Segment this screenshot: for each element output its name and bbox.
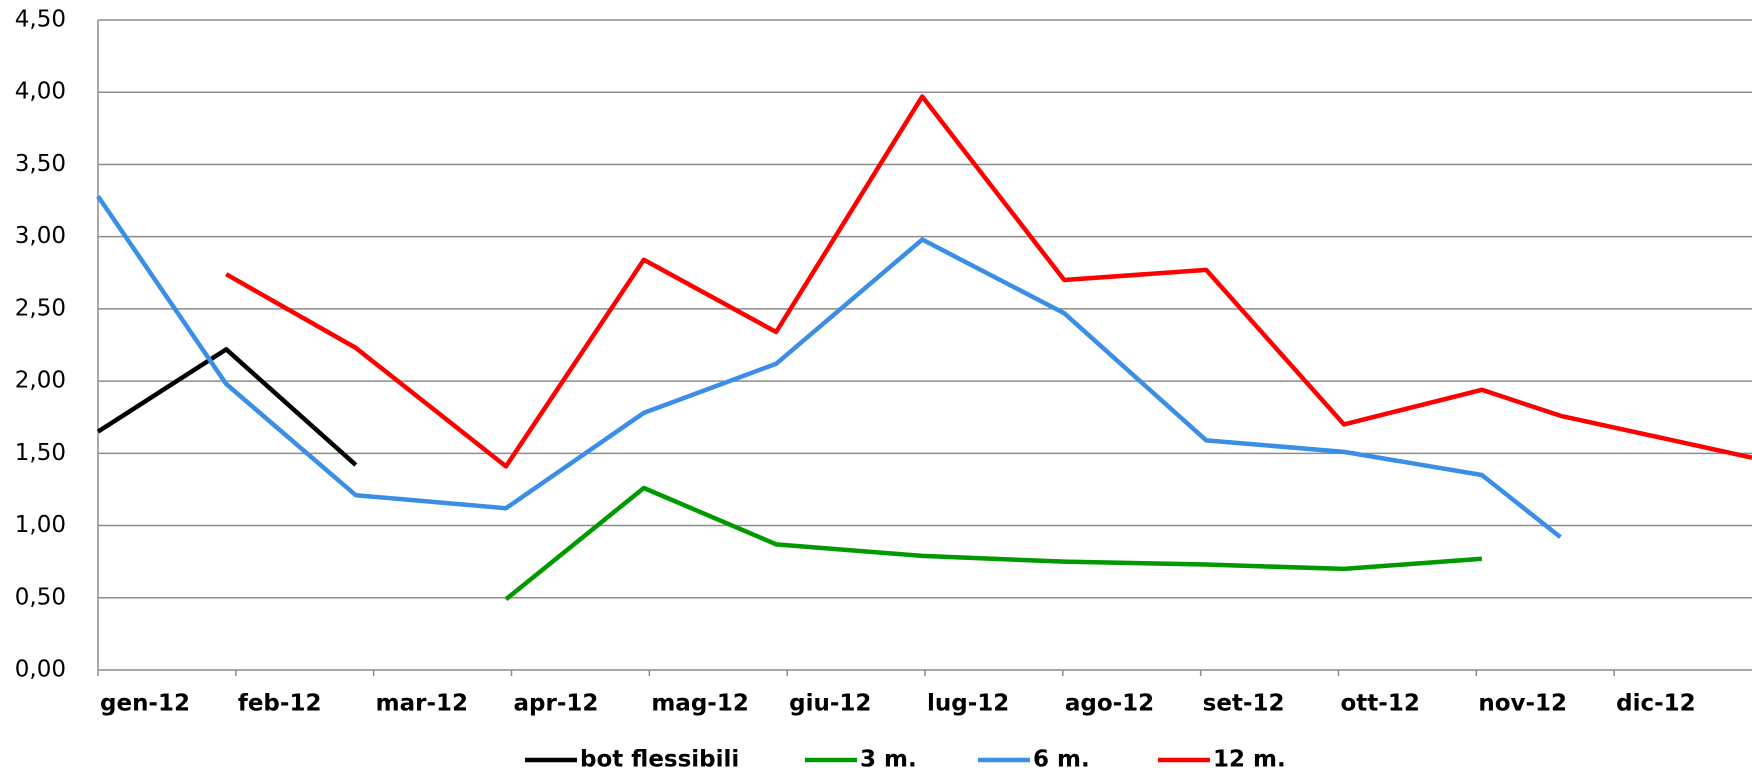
y-tick-label: 1,00 xyxy=(15,512,66,538)
y-tick-label: 2,50 xyxy=(15,295,66,321)
series-line xyxy=(225,94,1752,469)
y-tick-label: 3,00 xyxy=(15,223,66,249)
x-tick-label: gen-12 xyxy=(100,691,190,717)
y-tick-label: 1,50 xyxy=(15,440,66,466)
legend-label: bot flessibili xyxy=(580,747,739,773)
y-tick-label: 0,00 xyxy=(15,657,66,683)
x-tick-label: apr-12 xyxy=(514,691,599,717)
x-tick-label: nov-12 xyxy=(1478,691,1567,717)
x-tick-label: set-12 xyxy=(1203,691,1285,717)
series-line xyxy=(96,194,1562,539)
x-tick-label: mar-12 xyxy=(376,691,468,717)
x-tick-label: mag-12 xyxy=(651,691,749,717)
x-tick-label: lug-12 xyxy=(927,691,1009,717)
x-tick-label: ott-12 xyxy=(1341,691,1420,717)
y-tick-label: 4,50 xyxy=(15,7,66,33)
series-line xyxy=(96,347,358,467)
y-tick-label: 4,00 xyxy=(15,79,66,105)
y-tick-label: 2,00 xyxy=(15,368,66,394)
x-tick-label: feb-12 xyxy=(238,691,322,717)
x-tick-label: ago-12 xyxy=(1065,691,1154,717)
series-line xyxy=(504,485,1483,601)
x-tick-label: dic-12 xyxy=(1616,691,1696,717)
legend-label: 3 m. xyxy=(860,747,917,773)
legend-label: 6 m. xyxy=(1033,747,1090,773)
y-tick-label: 3,50 xyxy=(15,151,66,177)
legend-label: 12 m. xyxy=(1213,747,1286,773)
y-tick-label: 0,50 xyxy=(15,584,66,610)
x-tick-label: giu-12 xyxy=(789,691,871,717)
